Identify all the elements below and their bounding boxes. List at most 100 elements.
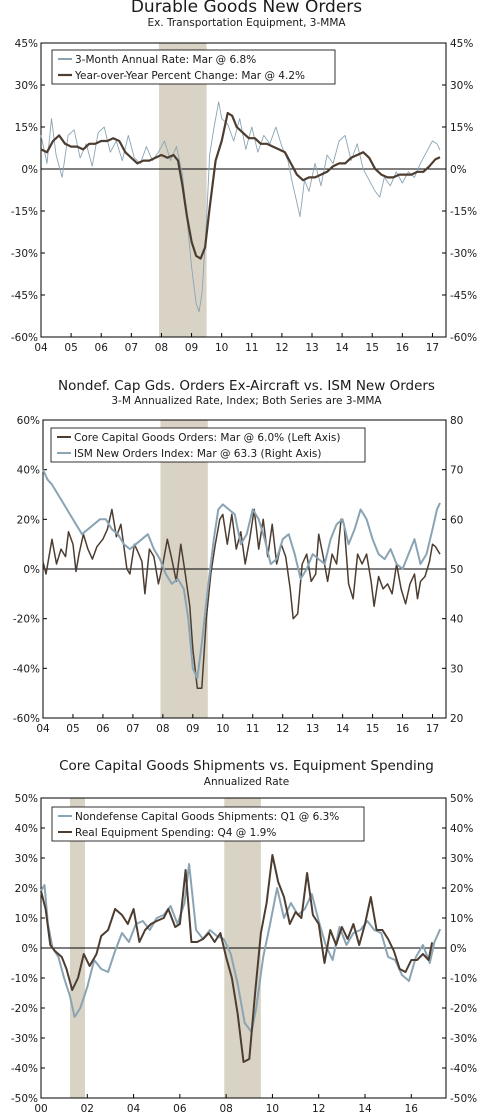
right-y-tick-label: 20 xyxy=(450,713,463,725)
right-y-tick-label: -20% xyxy=(450,1003,477,1015)
y-tick-label: 10% xyxy=(15,913,38,925)
x-tick-label: 16 xyxy=(405,1103,419,1115)
legend-box xyxy=(51,806,365,842)
y-tick-label: -20% xyxy=(13,614,40,626)
chart-svg: 45% 30% 15% 0% -15% -30% -45% -60% 45% 30% 15% 0% -1… xyxy=(11,38,477,354)
x-tick-label: 06 xyxy=(173,1103,187,1115)
x-tick-label: 05 xyxy=(66,723,79,735)
x-tick-label: 12 xyxy=(312,1103,325,1115)
right-y-tick-label: -30% xyxy=(450,248,477,260)
y-tick-label: -40% xyxy=(13,663,40,675)
right-y-tick-label: 50 xyxy=(450,564,463,576)
right-y-tick-label: 15% xyxy=(450,122,473,134)
right-y-tick-label: -60% xyxy=(450,332,477,344)
series-line-0 xyxy=(40,863,442,1033)
x-tick-label: 10 xyxy=(216,723,229,735)
x-tick-label: 05 xyxy=(64,342,77,354)
y-tick-label: -10% xyxy=(11,973,38,985)
legend-label: Nondefense Capital Goods Shipments: Q1 @… xyxy=(75,811,339,823)
legend-label: Year-over-Year Percent Change: Mar @ 4.2… xyxy=(74,70,305,82)
x-tick-label: 17 xyxy=(426,723,439,735)
y-tick-label: 30% xyxy=(15,853,38,865)
y-tick-label: -15% xyxy=(11,206,38,218)
y-tick-label: 15% xyxy=(15,122,38,134)
series-line-1 xyxy=(40,854,434,1063)
right-y-tick-label: -45% xyxy=(450,290,477,302)
x-tick-label: 12 xyxy=(276,723,289,735)
right-y-tick-label: 30 xyxy=(450,663,463,675)
legend-label: Real Equipment Spending: Q4 @ 1.9% xyxy=(75,827,276,839)
right-y-tick-label: 40 xyxy=(450,614,463,626)
x-tick-label: 04 xyxy=(127,1103,141,1115)
chart-panel-2: Nondef. Cap Gds. Orders Ex-Aircraft vs. … xyxy=(0,372,493,748)
chart-subtitle: 3-M Annualized Rate, Index; Both Series … xyxy=(111,395,382,407)
x-tick-label: 14 xyxy=(335,342,349,354)
x-tick-label: 06 xyxy=(95,342,109,354)
x-tick-label: 09 xyxy=(185,342,198,354)
right-y-tick-label: -30% xyxy=(450,1033,477,1045)
x-tick-label: 16 xyxy=(396,723,410,735)
series-line-1 xyxy=(40,111,441,260)
legend-label: Core Capital Goods Orders: Mar @ 6.0% (L… xyxy=(74,432,341,444)
y-tick-label: -30% xyxy=(11,248,38,260)
y-tick-label: -60% xyxy=(13,713,40,725)
right-y-tick-label: -15% xyxy=(450,206,477,218)
right-y-tick-label: 50% xyxy=(450,793,473,805)
right-y-tick-label: 0% xyxy=(450,943,467,955)
series-line-1 xyxy=(42,469,441,680)
x-tick-label: 11 xyxy=(246,723,259,735)
series-line-0 xyxy=(42,508,441,689)
x-tick-label: 13 xyxy=(305,342,318,354)
right-y-tick-label: 45% xyxy=(450,38,473,50)
chart-subtitle: Annualized Rate xyxy=(203,776,290,788)
x-tick-label: 02 xyxy=(81,1103,94,1115)
right-y-tick-label: 30% xyxy=(450,80,473,92)
chart-panel-1: Durable Goods New Orders Ex. Transportat… xyxy=(0,0,493,370)
y-tick-label: -40% xyxy=(11,1063,38,1075)
x-tick-label: 09 xyxy=(186,723,199,735)
y-tick-label: 40% xyxy=(15,823,38,835)
y-tick-label: 20% xyxy=(17,514,40,526)
legend-label: ISM New Orders Index: Mar @ 63.3 (Right … xyxy=(74,448,322,460)
x-tick-label: 07 xyxy=(126,723,139,735)
x-tick-label: 15 xyxy=(366,342,379,354)
chart-subtitle: Ex. Transportation Equipment, 3-MMA xyxy=(147,17,346,29)
y-tick-label: 0% xyxy=(23,564,40,576)
right-y-tick-label: 60 xyxy=(450,514,463,526)
x-tick-label: 11 xyxy=(245,342,258,354)
y-tick-label: 20% xyxy=(15,883,38,895)
x-tick-label: 10 xyxy=(215,342,228,354)
x-tick-label: 15 xyxy=(366,723,379,735)
right-y-tick-label: 30% xyxy=(450,853,473,865)
right-y-tick-label: 70 xyxy=(450,465,463,477)
x-tick-label: 16 xyxy=(396,342,410,354)
x-tick-label: 08 xyxy=(156,723,169,735)
y-tick-label: -45% xyxy=(11,290,38,302)
x-tick-label: 12 xyxy=(275,342,288,354)
chart-title: Core Capital Goods Shipments vs. Equipme… xyxy=(59,758,434,774)
x-tick-label: 13 xyxy=(306,723,319,735)
x-tick-label: 04 xyxy=(36,723,50,735)
y-tick-label: 50% xyxy=(15,793,38,805)
x-tick-label: 08 xyxy=(155,342,168,354)
series-line-0 xyxy=(40,101,441,313)
y-tick-label: -30% xyxy=(11,1033,38,1045)
chart-title: Nondef. Cap Gds. Orders Ex-Aircraft vs. … xyxy=(58,378,435,394)
plot-frame xyxy=(40,42,447,338)
chart-svg: 60% 40% 20% 0% -20% -40% -60% 80 70 60 50 40 30 20 04 0… xyxy=(13,415,464,735)
right-y-tick-label: -40% xyxy=(450,1063,477,1075)
right-y-tick-label: 40% xyxy=(450,823,473,835)
legend-label: 3-Month Annual Rate: Mar @ 6.8% xyxy=(75,54,256,66)
x-tick-label: 07 xyxy=(125,342,138,354)
right-y-tick-label: 20% xyxy=(450,883,473,895)
x-tick-label: 10 xyxy=(266,1103,279,1115)
y-tick-label: 0% xyxy=(21,164,38,176)
chart-panel-3: Core Capital Goods Shipments vs. Equipme… xyxy=(0,752,493,1120)
y-tick-label: 45% xyxy=(15,38,38,50)
x-tick-label: 08 xyxy=(219,1103,232,1115)
right-y-tick-label: 10% xyxy=(450,913,473,925)
x-tick-label: 06 xyxy=(96,723,110,735)
y-tick-label: 0% xyxy=(21,943,38,955)
y-tick-label: 40% xyxy=(17,465,40,477)
x-tick-label: 17 xyxy=(426,342,439,354)
